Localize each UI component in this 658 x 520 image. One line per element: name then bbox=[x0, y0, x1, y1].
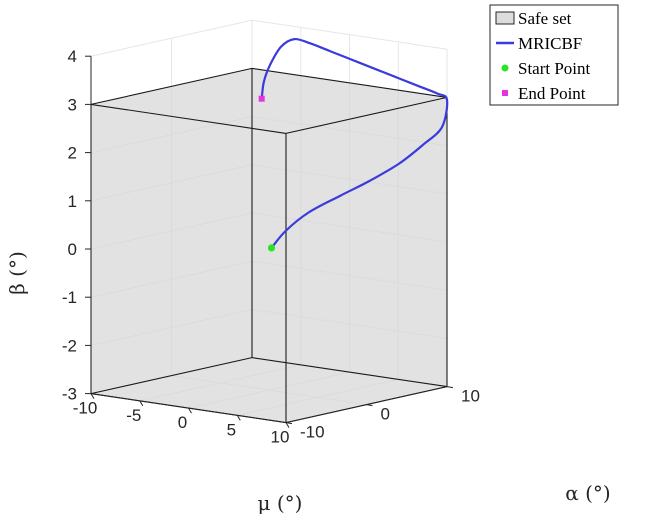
legend-label-start-point: Start Point bbox=[518, 59, 591, 78]
x-tick-mark bbox=[236, 415, 241, 421]
legend: Safe set MRICBF Start Point End Point bbox=[489, 4, 619, 106]
legend-swatch-start-point bbox=[501, 64, 509, 72]
legend-item-start-point: Start Point bbox=[501, 59, 591, 78]
y-tick-label: -10 bbox=[300, 423, 325, 442]
legend-swatch-safe-set bbox=[495, 11, 515, 25]
y-tick-label: 10 bbox=[461, 387, 480, 406]
legend-item-safe-set: Safe set bbox=[495, 9, 572, 28]
z-axis-label: β (°) bbox=[5, 251, 29, 295]
z-tick-label: -2 bbox=[62, 336, 77, 355]
z-tick-label: 4 bbox=[68, 47, 77, 66]
z-tick-label: 2 bbox=[68, 144, 77, 163]
z-tick-label: 1 bbox=[68, 192, 77, 211]
x-tick-label: 5 bbox=[227, 420, 236, 439]
data-series bbox=[258, 37, 449, 252]
legend-label-end-point: End Point bbox=[518, 84, 586, 103]
end-point-marker bbox=[258, 95, 265, 102]
safe-set-edge bbox=[90, 67, 253, 105]
legend-label-safe-set: Safe set bbox=[518, 9, 572, 28]
z-tick-label: 0 bbox=[68, 240, 77, 259]
legend-swatch-end-point bbox=[502, 90, 508, 96]
legend-item-mricbf: MRICBF bbox=[496, 34, 582, 53]
legend-label-mricbf: MRICBF bbox=[518, 34, 582, 53]
x-tick-label: 10 bbox=[271, 428, 290, 447]
x-axis-label: μ (°) bbox=[258, 491, 303, 515]
safe-set-edge bbox=[251, 357, 448, 388]
x-tick-mark bbox=[139, 400, 144, 407]
x-tick-mark bbox=[285, 422, 290, 428]
safe-set-edge bbox=[251, 67, 448, 98]
x-tick-mark bbox=[188, 407, 192, 414]
x-tick-label: -10 bbox=[73, 399, 98, 418]
y-tick-mark bbox=[446, 386, 454, 389]
y-tick-label: 0 bbox=[381, 405, 390, 424]
legend-item-end-point: End Point bbox=[502, 84, 586, 103]
safe-set-edge bbox=[285, 96, 448, 134]
safe-set-edge bbox=[90, 357, 253, 395]
start-point-marker bbox=[267, 244, 276, 252]
z-tick-label: -3 bbox=[62, 385, 77, 404]
z-tick-label: 3 bbox=[68, 95, 77, 114]
x-tick-label: 0 bbox=[178, 413, 187, 432]
x-tick-mark bbox=[90, 393, 95, 399]
y-tick-mark bbox=[366, 404, 373, 407]
safe-set-edge bbox=[90, 103, 287, 134]
series-line-mricbf bbox=[260, 37, 449, 249]
x-tick-label: -5 bbox=[126, 406, 141, 425]
z-tick-label: -1 bbox=[62, 288, 77, 307]
y-axis-label: α (°) bbox=[565, 481, 610, 505]
y-tick-mark bbox=[285, 422, 293, 425]
